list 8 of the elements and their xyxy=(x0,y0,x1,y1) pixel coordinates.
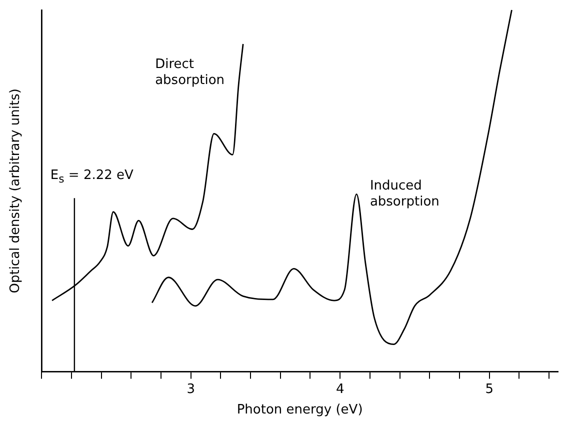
ref-line-label: E$_{s}$ = 2.22 eV xyxy=(50,168,134,186)
series-label: Direct absorption xyxy=(155,57,225,88)
y-axis-title: Optical density (arbitrary units) xyxy=(8,88,24,294)
series-label: Induced absorption xyxy=(370,178,440,210)
x-axis-title: Photon energy (eV) xyxy=(236,402,363,418)
x-tick-label: 3 xyxy=(186,382,195,397)
x-tick-label: 4 xyxy=(336,382,344,397)
x-tick-label: 5 xyxy=(485,382,494,397)
